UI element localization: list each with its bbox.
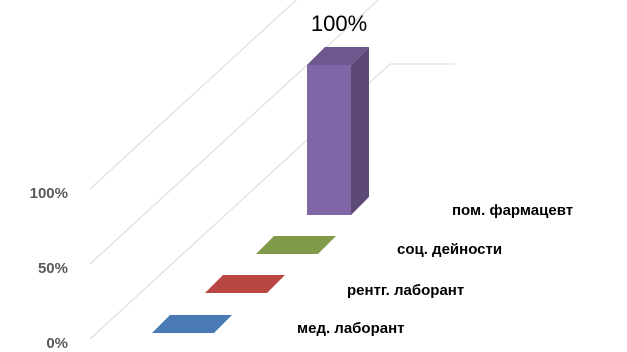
bar-flat-0 bbox=[152, 315, 232, 333]
y-tick-0: 0% bbox=[46, 335, 68, 352]
category-label-1: рентг. лаборант bbox=[347, 282, 464, 299]
y-tick-2: 100% bbox=[30, 185, 68, 202]
bar-side-3 bbox=[351, 47, 369, 215]
gridline-1 bbox=[89, 0, 379, 265]
bar-top-3 bbox=[307, 47, 369, 65]
data-labels: 100% bbox=[311, 11, 367, 36]
bar-1 bbox=[205, 275, 285, 293]
data-label-3: 100% bbox=[311, 11, 367, 36]
bar-flat-1 bbox=[205, 275, 285, 293]
y-tick-1: 50% bbox=[38, 260, 68, 277]
category-label-3: пом. фармацевт bbox=[452, 202, 573, 219]
bar-2 bbox=[256, 236, 336, 254]
bars bbox=[152, 47, 369, 333]
gridline-2 bbox=[89, 0, 297, 190]
category-labels: мед. лаборант рентг. лаборант соц. дейно… bbox=[297, 202, 573, 337]
category-label-0: мед. лаборант bbox=[297, 320, 405, 337]
bar-flat-2 bbox=[256, 236, 336, 254]
bar-0 bbox=[152, 315, 232, 333]
category-label-2: соц. дейности bbox=[397, 241, 502, 258]
y-axis-ticks: 0% 50% 100% bbox=[30, 185, 68, 352]
bar-3 bbox=[307, 47, 369, 215]
bar-front-3 bbox=[307, 65, 351, 215]
